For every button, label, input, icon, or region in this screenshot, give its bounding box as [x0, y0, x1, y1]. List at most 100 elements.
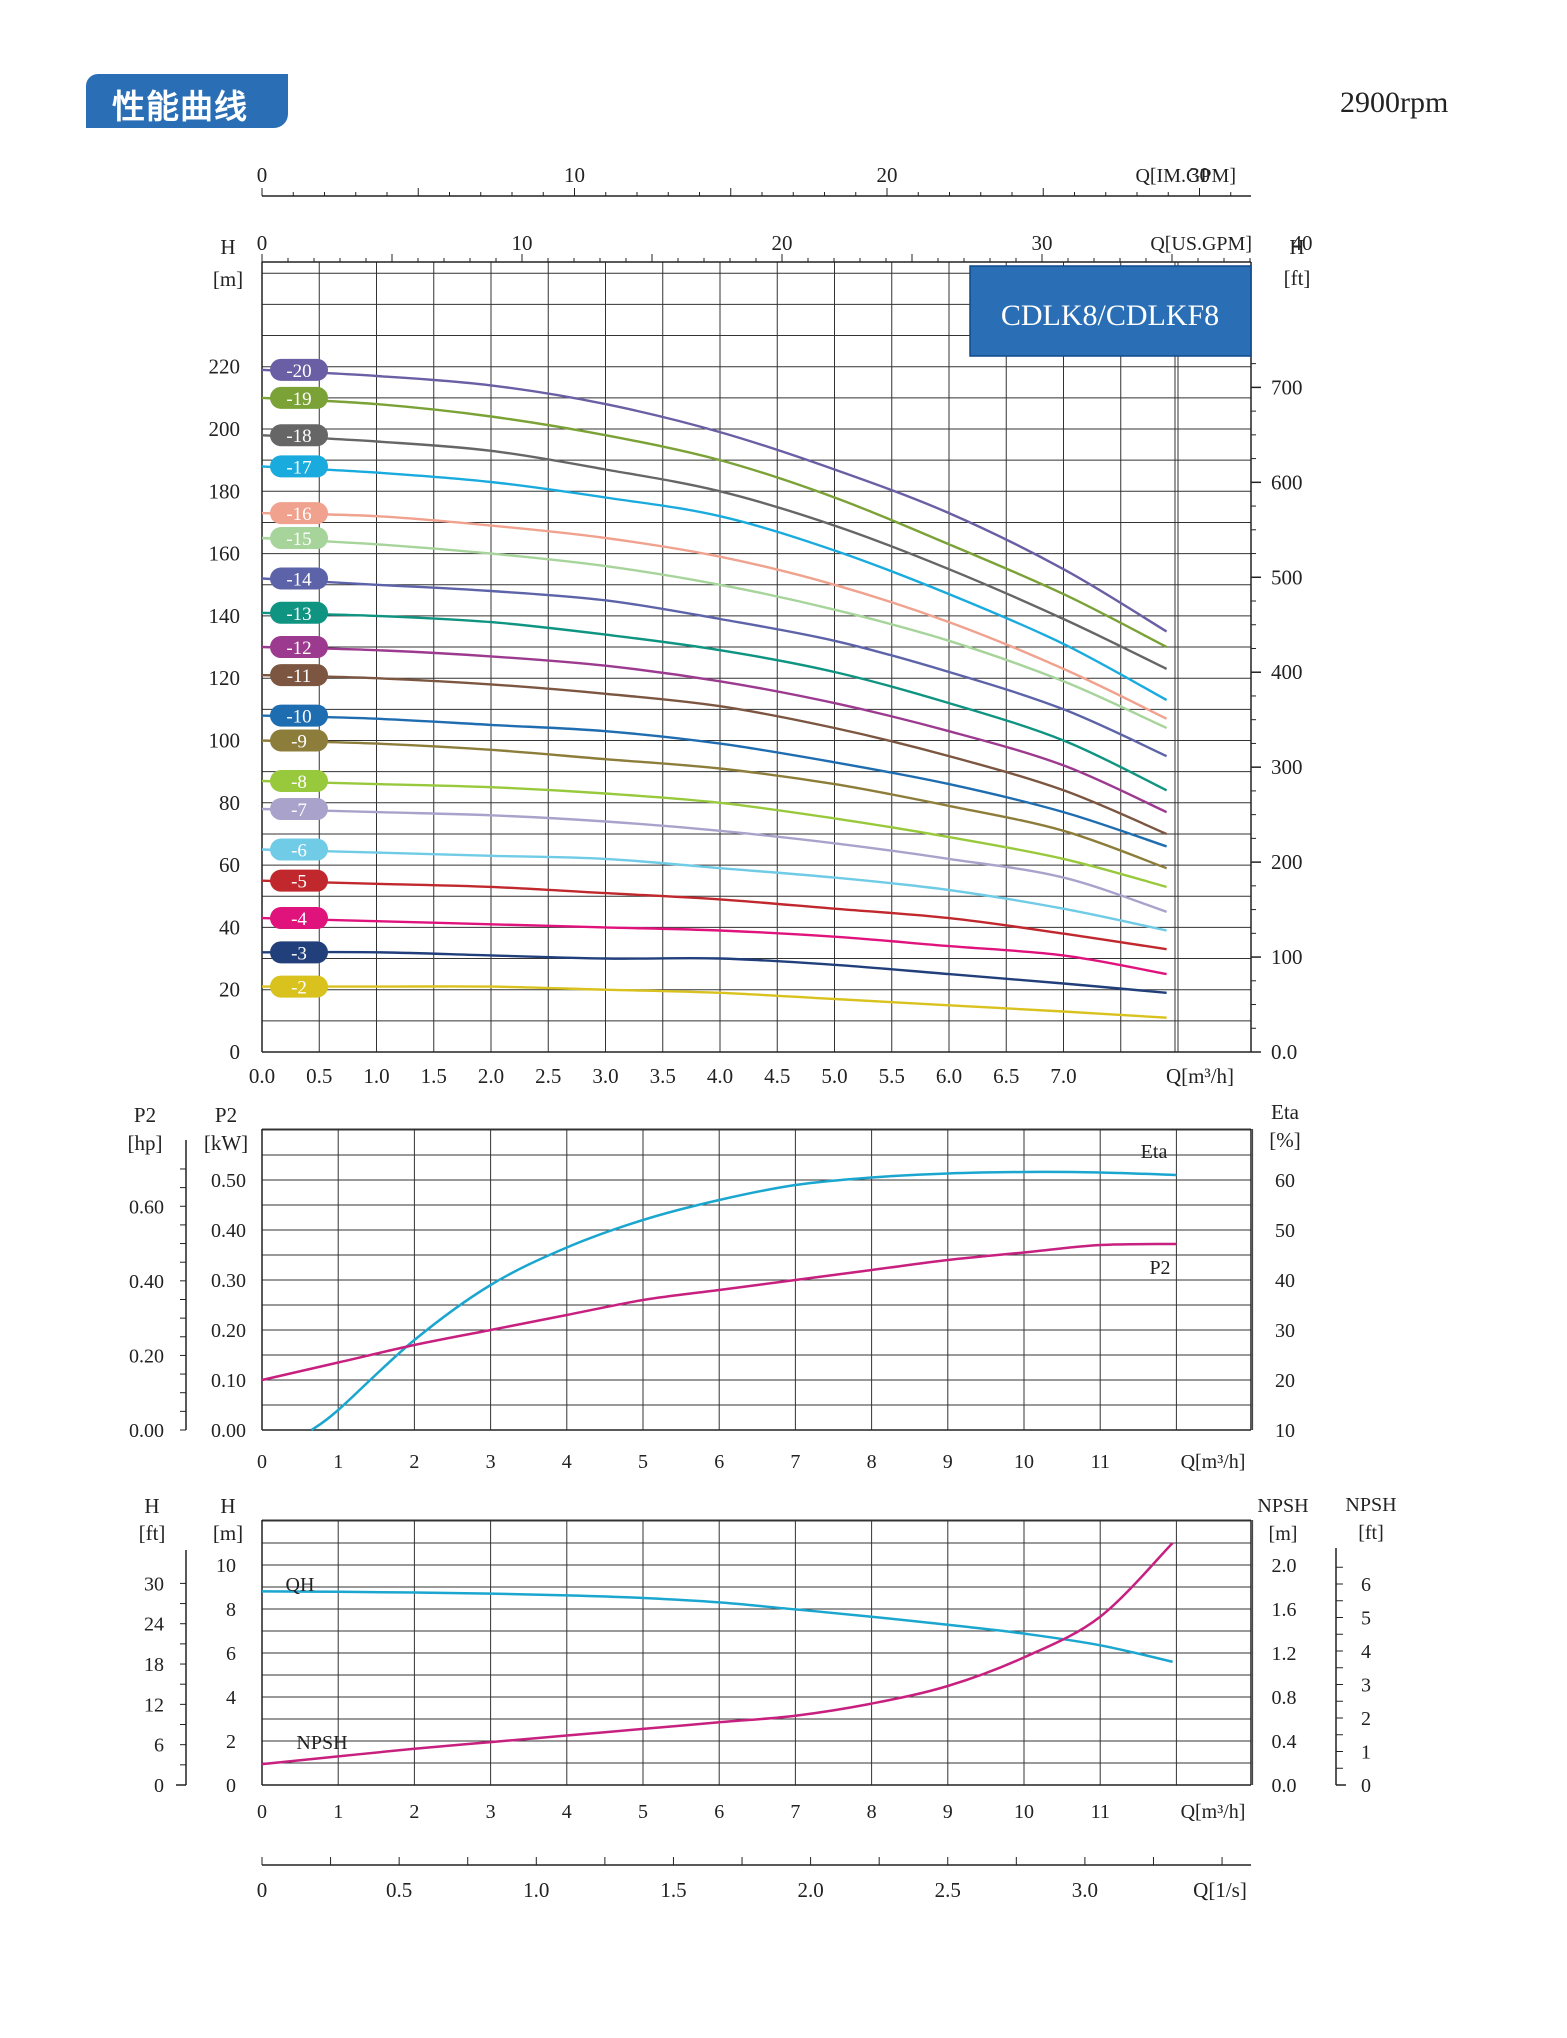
stage-label: -19 [286, 389, 311, 410]
eta-axis-unit: [%] [1269, 1128, 1300, 1152]
h-m-tick-label: 0 [226, 1775, 236, 1797]
ft-tick-label: 700 [1271, 375, 1303, 399]
stage-badge [270, 358, 328, 381]
ft-tick-label: 300 [1271, 755, 1303, 779]
us-gpm-tick-label: 40 [1292, 231, 1313, 255]
x-tick-label: 6.0 [936, 1064, 962, 1088]
h-m-tick-label: 10 [216, 1555, 236, 1577]
stage-label: -20 [286, 361, 311, 382]
stage-badge [270, 941, 328, 964]
stage-badge [270, 601, 328, 624]
x-tick-label: 2 [409, 1801, 419, 1823]
h-ft-tick-label: 12 [144, 1694, 164, 1716]
ft-tick-label: 400 [1271, 660, 1303, 684]
eta-tick-label: 30 [1275, 1320, 1295, 1342]
x-axis-label: Q[m³/h] [1181, 1451, 1246, 1473]
head-curve-stage16 [261, 511, 1168, 720]
model-box [969, 265, 1252, 357]
us-gpm-tick-label: 0 [257, 231, 268, 255]
npsh-ft-tick-label: 2 [1361, 1708, 1371, 1730]
x-tick-label: 3.5 [650, 1064, 676, 1088]
h-ft-axis-unit: [ft] [139, 1521, 166, 1545]
head-curve-stage18 [261, 434, 1168, 670]
head-curve-stage20 [261, 368, 1168, 633]
hp-tick-label: 0.60 [129, 1196, 164, 1218]
eta-tick-label: 60 [1275, 1170, 1295, 1192]
hp-tick-label: 0.20 [129, 1345, 164, 1367]
im-gpm-tick-label: 0 [257, 163, 268, 187]
x-tick-label: 4 [562, 1451, 572, 1473]
hp-tick-label: 0.00 [129, 1420, 164, 1442]
npsh-m-tick-label: 1.2 [1272, 1643, 1297, 1665]
stage-badge [270, 704, 328, 727]
x-tick-label: 0 [257, 1451, 267, 1473]
x-tick-label: 4.0 [707, 1064, 733, 1088]
npsh-m-tick-label: 0.0 [1272, 1775, 1297, 1797]
x-tick-label: 5.0 [821, 1064, 847, 1088]
y-tick-label: 160 [209, 542, 241, 566]
eta-curve [310, 1170, 1177, 1432]
npsh-ft-axis-unit: [ft] [1358, 1522, 1384, 1544]
npsh-ft-tick-label: 3 [1361, 1675, 1371, 1697]
npsh-m-axis-label: NPSH [1257, 1495, 1308, 1517]
eta-tick-label: 10 [1275, 1420, 1295, 1442]
y-tick-label: 40 [219, 915, 240, 939]
h-ft-tick-label: 30 [144, 1573, 164, 1595]
stage-badge [270, 869, 328, 892]
p2-series-label: P2 [1149, 1257, 1170, 1279]
im-gpm-tick-label: 20 [877, 163, 898, 187]
kw-tick-label: 0.50 [211, 1170, 246, 1192]
npsh-curve [261, 1542, 1174, 1766]
head-curve-stage2 [262, 985, 1167, 1019]
p2-curve [261, 1242, 1177, 1382]
npsh-m-tick-label: 1.6 [1272, 1599, 1297, 1621]
x-tick-label: 9 [943, 1801, 953, 1823]
stage-label: -7 [291, 800, 307, 821]
x-tick-label: 1 [333, 1451, 343, 1473]
stage-badge [270, 664, 328, 687]
head-curve-stage10 [261, 714, 1167, 848]
eta-tick-label: 40 [1275, 1270, 1295, 1292]
x-tick-label: 3 [486, 1451, 496, 1473]
stage-badge [270, 838, 328, 861]
x-tick-label: 11 [1091, 1801, 1110, 1823]
stage-label: -8 [291, 772, 307, 793]
y-tick-label: 220 [209, 355, 241, 379]
npsh-m-tick-label: 0.8 [1272, 1687, 1297, 1709]
y-tick-label: 180 [209, 479, 241, 503]
kw-tick-label: 0.00 [211, 1420, 246, 1442]
y-axis-label: H [220, 235, 235, 259]
us-gpm-tick-label: 20 [772, 231, 793, 255]
y-axis-unit: [m] [213, 267, 243, 291]
h-m-tick-label: 6 [226, 1643, 236, 1665]
eta-tick-label: 50 [1275, 1220, 1295, 1242]
x-tick-label: 1.5 [421, 1064, 447, 1088]
model-label: CDLK8/CDLKF8 [1001, 299, 1219, 332]
x-tick-label: 4 [562, 1801, 572, 1823]
x-tick-label: 0 [257, 1801, 267, 1823]
h-m-axis-unit: [m] [213, 1521, 243, 1545]
stage-badge [270, 798, 328, 821]
npsh-m-axis-unit: [m] [1269, 1523, 1298, 1545]
x-tick-label: 3 [486, 1801, 496, 1823]
npsh-ft-tick-label: 0 [1361, 1775, 1371, 1797]
h-ft-tick-label: 6 [154, 1735, 164, 1757]
stage-label: -10 [286, 707, 311, 728]
head-curve-stage3 [261, 950, 1167, 994]
y-tick-label: 140 [209, 604, 241, 628]
stage-label: -16 [286, 504, 311, 525]
h-m-tick-label: 4 [226, 1687, 236, 1709]
x-tick-label: 2.0 [478, 1064, 504, 1088]
npsh-ft-tick-label: 6 [1361, 1574, 1371, 1596]
head-curve-stage6 [261, 848, 1167, 932]
stage-label: -14 [286, 570, 312, 591]
x-tick-label: 6 [714, 1451, 724, 1473]
y-tick-label: 60 [219, 853, 240, 877]
kw-tick-label: 0.30 [211, 1270, 246, 1292]
head-curve-stage9 [261, 739, 1168, 870]
head-curve-group: -20 -19 -18 -17 -16 -15 -14 -13 -12 -11 -10 -9 -8 -7 -… [261, 358, 1168, 1019]
ft-tick-label: 200 [1271, 850, 1303, 874]
x-tick-label: 5.5 [879, 1064, 905, 1088]
kw-axis-unit: [kW] [204, 1131, 248, 1155]
us-gpm-tick-label: 30 [1032, 231, 1053, 255]
